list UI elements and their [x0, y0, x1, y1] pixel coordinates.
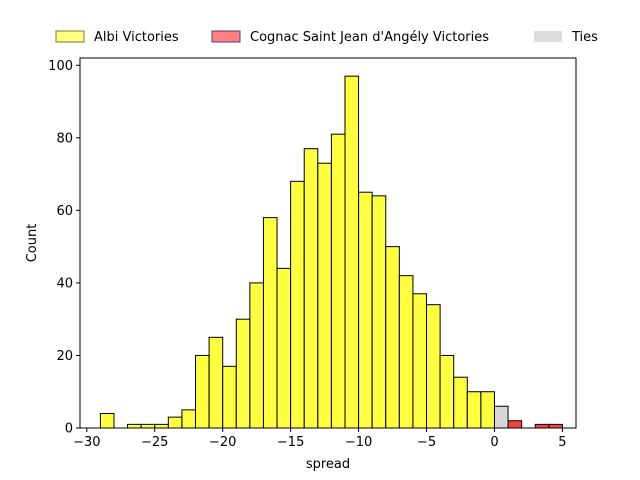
x-tick-label-4: −10 [345, 435, 372, 450]
y-tick-label-1: 20 [56, 349, 73, 364]
bar-series-0-bin-23 [426, 304, 441, 429]
bar-series-0-bin-14 [303, 148, 319, 429]
bar-series-0-bin-18 [358, 191, 373, 429]
bar-series-0-bin-10 [249, 282, 264, 429]
legend-swatch-1 [211, 30, 241, 43]
x-tick-label-2: −20 [209, 435, 236, 450]
legend-swatch-2 [534, 31, 562, 42]
bar-series-1-bin-0 [507, 420, 523, 429]
bar-series-0-bin-25 [453, 376, 468, 429]
bar-series-0-bin-21 [398, 275, 414, 429]
x-tick-label-5: −5 [417, 435, 436, 450]
bar-series-0-bin-24 [439, 354, 455, 429]
bar-series-0-bin-27 [480, 391, 495, 429]
y-tick-label-0: 0 [65, 422, 73, 437]
bar-series-0-bin-19 [371, 195, 387, 429]
legend-swatch-0 [55, 30, 85, 43]
x-tick-label-3: −15 [277, 435, 304, 450]
x-tick-label-0: −30 [73, 435, 100, 450]
legend-label-0: Albi Victories [94, 30, 179, 45]
bar-series-0-bin-9 [235, 318, 251, 429]
y-axis: 0 20 40 60 80 100 [48, 59, 80, 437]
bar-series-0-bin-7 [208, 336, 224, 429]
bar-series-0-bin-6 [195, 354, 210, 429]
bar-series-0-bin-17 [344, 75, 360, 429]
bar-series-0-bin-16 [330, 133, 346, 429]
bar-series-0-bin-0 [99, 412, 115, 429]
x-tick-label-6: 0 [490, 435, 498, 450]
y-axis-label: Count [25, 224, 40, 263]
bar-series-0-bin-4 [167, 416, 183, 429]
y-tick-label-3: 60 [56, 204, 73, 219]
legend-label-2: Ties [571, 30, 598, 45]
bar-series-0-bin-11 [262, 217, 278, 429]
bars-group [99, 75, 563, 429]
y-tick-label-2: 40 [56, 276, 73, 291]
bar-series-0-bin-22 [412, 293, 428, 429]
plot-area-frame [79, 57, 577, 429]
bar-series-0-bin-8 [222, 365, 237, 429]
y-tick-label-4: 80 [56, 131, 73, 146]
bar-series-1-bin-2 [548, 423, 563, 429]
bar-series-0-bin-3 [154, 423, 169, 429]
bar-series-0-bin-12 [276, 267, 292, 429]
legend-label-1: Cognac Saint Jean d'Angély Victories [250, 30, 489, 45]
bar-series-0-bin-5 [181, 409, 197, 429]
bar-series-0-bin-20 [385, 246, 400, 429]
bar-series-0-bin-1 [127, 423, 142, 429]
bar-series-0-bin-13 [290, 180, 305, 429]
x-tick-label-1: −25 [141, 435, 168, 450]
bar-series-2-bin-0 [493, 405, 509, 429]
bar-series-0-bin-26 [466, 391, 482, 429]
bar-series-0-bin-15 [317, 162, 332, 429]
bar-series-0-bin-2 [140, 423, 156, 429]
bar-series-1-bin-1 [534, 423, 550, 429]
x-tick-label-7: 5 [558, 435, 566, 450]
legend: Albi Victories Cognac Saint Jean d'Angély… [55, 30, 598, 45]
y-tick-label-5: 100 [48, 59, 73, 74]
x-axis: −30 −25 −20 −15 −10 −5 0 5 [73, 428, 567, 450]
x-axis-label: spread [306, 457, 350, 472]
